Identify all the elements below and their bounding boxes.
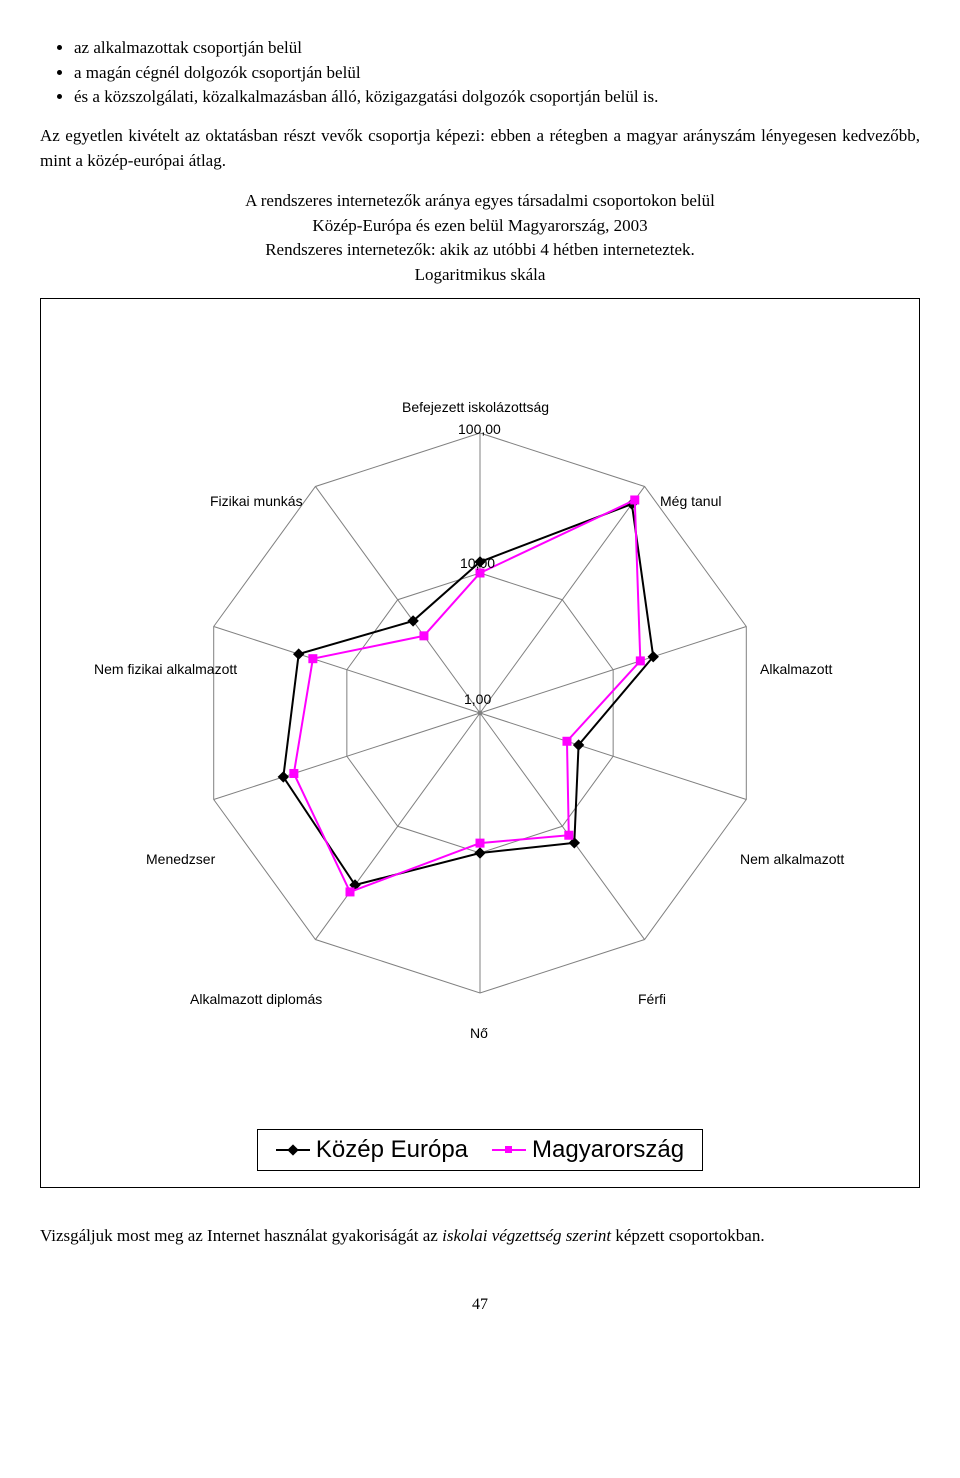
axis-label: Férfi xyxy=(638,991,666,1007)
radar-chart: 100,00 10,00 1,00 Befejezett iskolázotts… xyxy=(100,303,860,1123)
page-number: 47 xyxy=(40,1296,920,1314)
axis-label: Még tanul xyxy=(660,493,721,509)
axis-label: Alkalmazott diplomás xyxy=(190,991,322,1007)
legend-label: Közép Európa xyxy=(316,1136,468,1164)
paragraph-2: Vizsgáljuk most meg az Internet használa… xyxy=(40,1224,920,1249)
bullet-item: az alkalmazottak csoportján belül xyxy=(74,36,920,61)
chart-title-line: A rendszeres internetezők aránya egyes t… xyxy=(245,191,715,210)
chart-title-line: Rendszeres internetezők: akik az utóbbi … xyxy=(265,240,695,259)
legend-item: Magyarország xyxy=(492,1136,684,1164)
axis-label: Nem alkalmazott xyxy=(740,851,844,867)
chart-legend: Közép Európa Magyarország xyxy=(257,1129,703,1171)
bullet-item: a magán cégnél dolgozók csoportján belül xyxy=(74,61,920,86)
axis-label: Nem fizikai alkalmazott xyxy=(94,661,237,677)
axis-label: Fizikai munkás xyxy=(210,493,303,509)
axis-label: Menedzser xyxy=(146,851,215,867)
legend-label: Magyarország xyxy=(532,1136,684,1164)
chart-container: 100,00 10,00 1,00 Befejezett iskolázotts… xyxy=(40,298,920,1188)
ring-label-1: 1,00 xyxy=(464,691,491,707)
axis-label: Befejezett iskolázottság xyxy=(402,399,549,415)
chart-title-line: Logaritmikus skála xyxy=(415,265,546,284)
chart-title-line: Közép-Európa és ezen belül Magyarország,… xyxy=(312,216,647,235)
legend-item: Közép Európa xyxy=(276,1136,468,1164)
axis-label: Alkalmazott xyxy=(760,661,832,677)
axis-label: Nő xyxy=(470,1025,488,1041)
ring-label-100: 100,00 xyxy=(458,421,501,437)
chart-title: A rendszeres internetezők aránya egyes t… xyxy=(40,189,920,288)
ring-label-10: 10,00 xyxy=(460,555,495,571)
intro-bullets: az alkalmazottak csoportján belül a magá… xyxy=(74,36,920,110)
bullet-item: és a közszolgálati, közalkalmazásban áll… xyxy=(74,85,920,110)
paragraph-1: Az egyetlen kivételt az oktatásban részt… xyxy=(40,124,920,173)
